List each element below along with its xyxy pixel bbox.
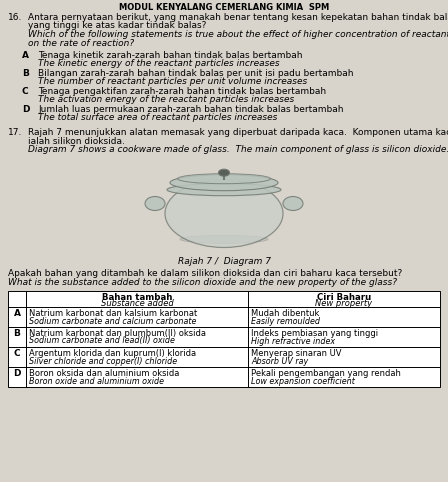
Text: The total surface area of reactant particles increases: The total surface area of reactant parti…	[38, 113, 277, 122]
Text: Boron oksida dan aluminium oksida: Boron oksida dan aluminium oksida	[29, 369, 179, 377]
Ellipse shape	[180, 235, 268, 243]
Text: What is the substance added to the silicon dioxide and the new property of the g: What is the substance added to the silic…	[8, 278, 397, 287]
Text: The kinetic energy of the reactant particles increases: The kinetic energy of the reactant parti…	[38, 59, 280, 68]
Text: yang tinggi ke atas kadar tindak balas?: yang tinggi ke atas kadar tindak balas?	[28, 22, 207, 30]
Text: Which of the following statements is true about the effect of higher concentrati: Which of the following statements is tru…	[28, 30, 448, 39]
Text: B: B	[22, 69, 29, 78]
Text: Menyerap sinaran UV: Menyerap sinaran UV	[251, 348, 341, 358]
Ellipse shape	[165, 179, 283, 247]
Ellipse shape	[219, 169, 229, 176]
Text: Bilangan zarah-zarah bahan tindak balas per unit isi padu bertambah: Bilangan zarah-zarah bahan tindak balas …	[38, 69, 353, 78]
Text: Argentum klorida dan kuprum(I) klorida: Argentum klorida dan kuprum(I) klorida	[29, 348, 196, 358]
Text: on the rate of reaction?: on the rate of reaction?	[28, 39, 134, 48]
Text: Mudah dibentuk: Mudah dibentuk	[251, 308, 319, 318]
Text: Absorb UV ray: Absorb UV ray	[251, 357, 308, 365]
Bar	[8, 291, 440, 387]
Ellipse shape	[167, 184, 281, 196]
Text: Rajah 7 menunjukkan alatan memasak yang diperbuat daripada kaca.  Komponen utama: Rajah 7 menunjukkan alatan memasak yang …	[28, 128, 448, 137]
Text: Tenaga pengaktifan zarah-zarah bahan tindak balas bertambah: Tenaga pengaktifan zarah-zarah bahan tin…	[38, 87, 326, 96]
Ellipse shape	[170, 174, 278, 191]
Text: Apakah bahan yang ditambah ke dalam silikon dioksida dan ciri baharu kaca terseb: Apakah bahan yang ditambah ke dalam sili…	[8, 269, 402, 279]
Text: New property: New property	[315, 299, 373, 308]
Text: A: A	[13, 309, 21, 319]
Text: Antara pernyataan berikut, yang manakah benar tentang kesan kepekatan bahan tind: Antara pernyataan berikut, yang manakah …	[28, 13, 448, 22]
Text: A: A	[22, 51, 29, 60]
Text: Natrium karbonat dan plumbum(II) oksida: Natrium karbonat dan plumbum(II) oksida	[29, 329, 206, 337]
Text: Indeks pembiasan yang tinggi: Indeks pembiasan yang tinggi	[251, 329, 378, 337]
Text: Diagram 7 shows a cookware made of glass.  The main component of glass is silico: Diagram 7 shows a cookware made of glass…	[28, 145, 448, 154]
Text: 16.: 16.	[8, 13, 22, 22]
Text: Substance added: Substance added	[101, 299, 173, 308]
Text: B: B	[13, 330, 21, 338]
Ellipse shape	[283, 197, 303, 211]
Text: High refractive index: High refractive index	[251, 336, 335, 346]
Text: Tenaga kinetik zarah-zarah bahan tindak balas bertambah: Tenaga kinetik zarah-zarah bahan tindak …	[38, 51, 302, 60]
Text: C: C	[14, 349, 20, 359]
Text: D: D	[22, 105, 30, 114]
Text: The activation energy of the reactant particles increases: The activation energy of the reactant pa…	[38, 95, 294, 105]
Text: 17.: 17.	[8, 128, 22, 137]
Text: ialah silikon dioksida.: ialah silikon dioksida.	[28, 136, 125, 146]
Text: Bahan tambah: Bahan tambah	[102, 293, 172, 302]
Text: Silver chloride and copper(I) chloride: Silver chloride and copper(I) chloride	[29, 357, 177, 365]
Ellipse shape	[177, 174, 271, 184]
Text: The number of reactant particles per unit volume increases: The number of reactant particles per uni…	[38, 78, 307, 86]
Text: Easily remoulded: Easily remoulded	[251, 317, 320, 325]
Text: C: C	[22, 87, 29, 96]
Text: Rajah 7 /  Diagram 7: Rajah 7 / Diagram 7	[177, 257, 271, 267]
Text: MODUL KENYALANG CEMERLANG KIMIA  SPM: MODUL KENYALANG CEMERLANG KIMIA SPM	[119, 3, 329, 12]
Text: Boron oxide and aluminium oxide: Boron oxide and aluminium oxide	[29, 376, 164, 386]
Text: Jumlah luas permukaan zarah-zarah bahan tindak balas bertambah: Jumlah luas permukaan zarah-zarah bahan …	[38, 105, 344, 114]
Text: Sodium carbonate and lead(II) oxide: Sodium carbonate and lead(II) oxide	[29, 336, 175, 346]
Text: Ciri Baharu: Ciri Baharu	[317, 293, 371, 302]
Ellipse shape	[145, 197, 165, 211]
Text: D: D	[13, 370, 21, 378]
Text: Sodium carbonate and calcium carbonate: Sodium carbonate and calcium carbonate	[29, 317, 196, 325]
Text: Pekali pengembangan yang rendah: Pekali pengembangan yang rendah	[251, 369, 401, 377]
Text: Natrium karbonat dan kalsium karbonat: Natrium karbonat dan kalsium karbonat	[29, 308, 197, 318]
Text: Low expansion coefficient: Low expansion coefficient	[251, 376, 355, 386]
